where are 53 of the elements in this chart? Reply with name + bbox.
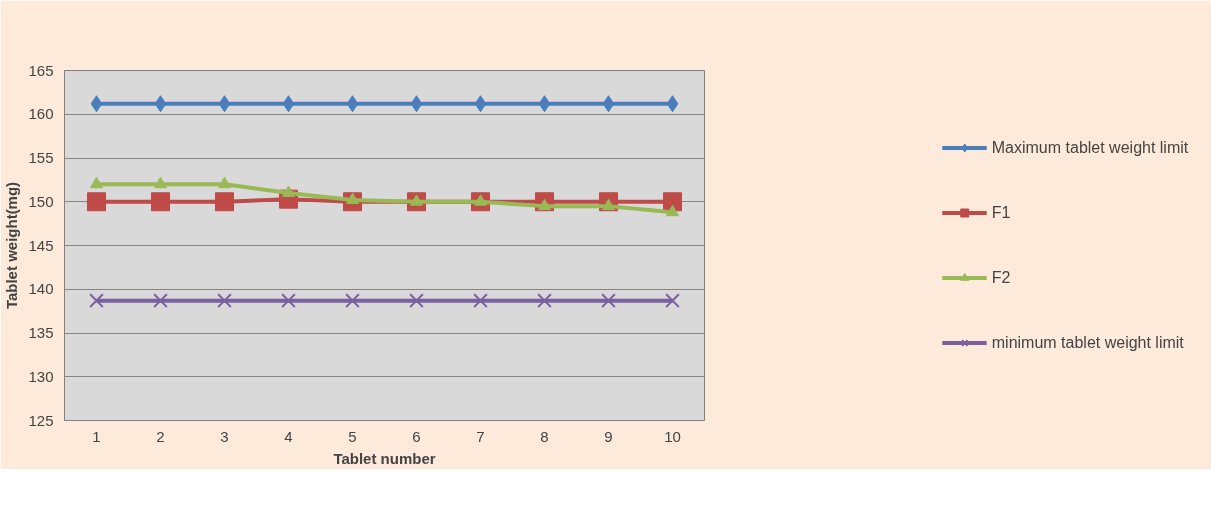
legend-label: F2	[991, 268, 1012, 287]
y-tick-label: 160	[28, 105, 54, 123]
point	[474, 95, 487, 113]
point	[282, 185, 295, 197]
x-tick-label: 4	[284, 427, 293, 445]
x-tick-label: 10	[664, 427, 681, 445]
point	[215, 192, 234, 212]
point	[154, 95, 167, 113]
point	[601, 293, 616, 308]
x-tick-label: 2	[156, 427, 165, 445]
y-tick-label: 155	[28, 149, 54, 166]
y-tick-label: 125	[28, 411, 54, 429]
point	[151, 192, 170, 212]
point	[346, 95, 359, 113]
point	[665, 293, 680, 308]
point	[666, 204, 679, 217]
point	[154, 176, 167, 189]
y-tick-label: 135	[28, 324, 54, 341]
x-tick-label: 8	[540, 427, 549, 445]
y-tick-label: 140	[28, 280, 54, 298]
point	[153, 293, 168, 308]
x-tick-label: 1	[92, 427, 101, 445]
y-tick-label: 145	[28, 236, 54, 254]
x-tick-label: 9	[604, 427, 613, 445]
x-axis-title: Tablet number	[333, 449, 436, 467]
point	[537, 293, 552, 308]
legend-label: Maximum tablet weight limit	[991, 138, 1189, 157]
point	[666, 95, 679, 113]
y-tick-label: 130	[28, 367, 54, 385]
point	[602, 95, 615, 113]
y-axis-title: Tablet weight(mg)	[3, 181, 21, 310]
y-tick-label: 165	[28, 61, 54, 79]
point	[409, 293, 424, 308]
point	[90, 176, 103, 189]
x-tick-label: 5	[348, 427, 357, 445]
point	[473, 293, 488, 308]
point	[218, 176, 231, 189]
x-tick-label: 7	[476, 427, 485, 445]
point	[217, 293, 232, 308]
point	[89, 293, 104, 308]
x-tick-label: 3	[220, 427, 229, 445]
point	[218, 95, 231, 113]
x-tick-label: 6	[412, 427, 421, 445]
legend-label: minimum tablet weight limit	[991, 333, 1184, 352]
point	[281, 293, 296, 308]
point	[87, 192, 106, 212]
point	[538, 95, 551, 113]
point	[90, 95, 103, 113]
point	[345, 293, 360, 308]
y-tick-label: 150	[28, 192, 54, 210]
legend-label: F1	[991, 203, 1012, 222]
point	[410, 95, 423, 113]
point	[282, 95, 295, 113]
